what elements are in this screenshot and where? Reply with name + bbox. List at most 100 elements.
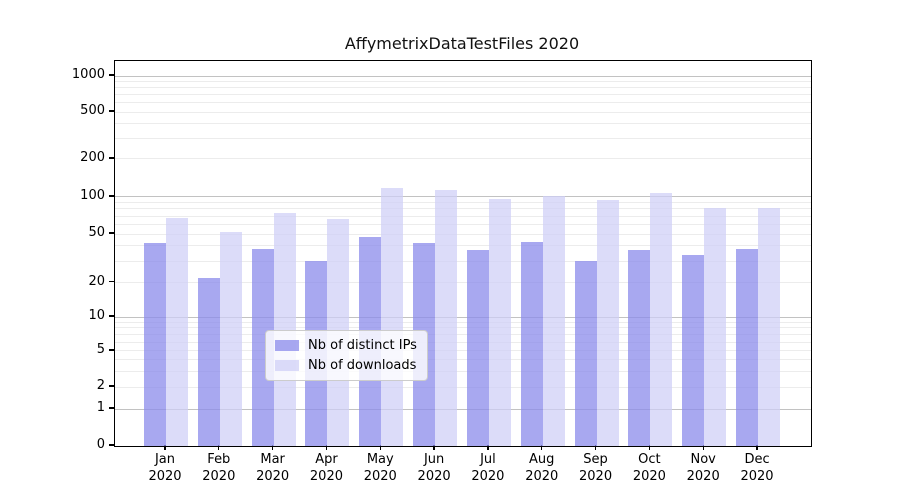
y-tick-label: 100 <box>80 187 105 203</box>
gridline-minor <box>115 282 811 284</box>
bar-distinct-ips <box>144 243 166 446</box>
y-tick-mark <box>109 407 114 409</box>
gridline-minor <box>115 245 811 247</box>
y-tick-mark <box>109 157 114 159</box>
legend-swatch-downloads <box>275 360 299 371</box>
x-tick-mark <box>271 445 274 450</box>
gridline-minor <box>115 386 811 388</box>
x-tick-mark <box>164 445 166 450</box>
x-tick-label: Apr 2020 <box>309 452 343 484</box>
x-tick-label: Mar 2020 <box>256 452 290 484</box>
x-tick-mark <box>594 445 597 450</box>
x-tick-mark <box>648 445 651 450</box>
bar-downloads <box>758 207 781 446</box>
gridline-minor <box>115 122 811 124</box>
y-tick-label: 50 <box>88 225 105 241</box>
y-tick-mark <box>109 74 114 76</box>
y-tick-mark <box>109 349 114 351</box>
bar-distinct-ips <box>574 261 597 446</box>
x-tick-label: Sep 2020 <box>579 452 613 484</box>
gridline-minor <box>115 341 811 343</box>
x-tick-label: Jul 2020 <box>471 452 505 484</box>
y-tick-label: 0 <box>96 437 105 452</box>
gridline-minor <box>115 321 811 323</box>
legend-swatch-distinct-ips <box>275 340 299 351</box>
bar-distinct-ips <box>520 242 543 446</box>
bar-downloads <box>704 207 727 446</box>
y-tick-mark <box>109 385 114 387</box>
gridline-minor <box>115 333 811 335</box>
bar-downloads <box>542 195 565 446</box>
legend-item-distinct-ips: Nb of distinct IPs <box>275 338 417 353</box>
gridline-minor <box>115 102 811 104</box>
bar-distinct-ips <box>466 250 489 446</box>
x-tick-label: May 2020 <box>363 452 397 484</box>
chart-title: AffymetrixDataTestFiles 2020 <box>344 34 580 53</box>
y-tick-label: 1 <box>96 400 105 415</box>
y-tick-label: 20 <box>88 273 105 289</box>
y-tick-label: 2 <box>96 378 105 394</box>
bar-downloads <box>219 231 242 446</box>
gridline-minor <box>115 223 811 225</box>
gridline-minor <box>115 359 811 361</box>
legend: Nb of distinct IPs Nb of downloads <box>265 330 428 381</box>
gridline-minor <box>115 158 811 160</box>
x-tick-mark <box>325 445 328 450</box>
gridline-minor <box>115 327 811 329</box>
y-tick-mark <box>109 195 114 197</box>
y-tick-label: 200 <box>80 149 105 165</box>
legend-label-downloads: Nb of downloads <box>308 358 417 373</box>
y-tick-mark <box>109 110 114 112</box>
gridline-major <box>115 408 811 410</box>
gridline-minor <box>115 81 811 82</box>
gridline-major <box>115 316 811 318</box>
gridline-minor <box>115 350 811 352</box>
x-tick-label: Oct 2020 <box>632 452 666 484</box>
bar-distinct-ips <box>628 250 651 446</box>
bar-distinct-ips <box>736 248 759 446</box>
gridline-minor <box>115 215 811 217</box>
y-tick-label: 5 <box>96 341 105 357</box>
gridline-major <box>115 196 811 198</box>
gridline-minor <box>115 94 811 96</box>
y-tick-label: 10 <box>88 307 105 323</box>
x-tick-label: Dec 2020 <box>740 452 774 484</box>
bar-downloads <box>650 193 673 446</box>
x-tick-mark <box>756 445 758 450</box>
bar-downloads <box>381 188 404 446</box>
y-tick-mark <box>109 315 114 317</box>
bar-distinct-ips <box>251 248 274 446</box>
plot-area <box>114 60 812 447</box>
gridline-minor <box>115 233 811 235</box>
gridline-minor <box>115 87 811 89</box>
gridline-minor <box>115 260 811 262</box>
x-tick-label: Jan 2020 <box>148 452 182 484</box>
x-tick-mark <box>541 445 543 450</box>
bar-distinct-ips <box>682 254 705 446</box>
bar-downloads <box>435 189 458 446</box>
x-tick-mark <box>487 445 489 450</box>
bar-downloads <box>488 198 511 446</box>
y-tick-label: 500 <box>80 103 105 118</box>
x-tick-mark <box>702 445 704 450</box>
gridline-minor <box>115 370 811 372</box>
gridline-minor <box>115 202 811 204</box>
gridline-minor <box>115 208 811 210</box>
gridline-minor <box>115 137 811 139</box>
y-tick-mark <box>109 444 114 446</box>
x-tick-mark <box>218 445 220 450</box>
x-tick-label: Jun 2020 <box>417 452 451 484</box>
gridline-minor <box>115 111 811 113</box>
bar-downloads <box>273 213 296 446</box>
bar-downloads <box>166 217 188 446</box>
bar-downloads <box>596 200 619 446</box>
legend-label-distinct-ips: Nb of distinct IPs <box>308 338 417 353</box>
legend-item-downloads: Nb of downloads <box>275 358 417 373</box>
x-tick-mark <box>379 445 381 450</box>
x-tick-label: Feb 2020 <box>202 452 236 484</box>
gridline-major <box>115 75 811 77</box>
y-tick-label: 1000 <box>71 67 105 82</box>
x-tick-mark <box>433 445 435 450</box>
y-tick-mark <box>109 232 114 234</box>
